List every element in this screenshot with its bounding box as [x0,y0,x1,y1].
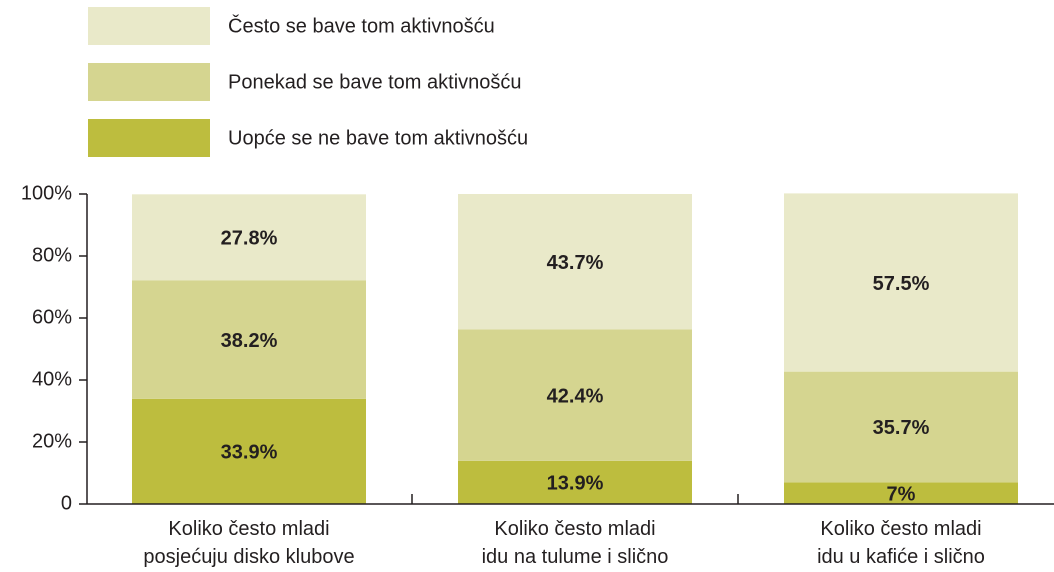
bar-segment [784,482,1018,504]
y-tick-label: 80% [32,244,72,266]
data-label: 43.7% [547,252,604,274]
data-label: 42.4% [547,385,604,407]
legend-label: Ponekad se bave tom aktivnošću [228,71,522,93]
bar-segment [132,280,366,399]
bar-segment [784,371,1018,483]
x-tick-label: Koliko često mladi idu na tulume i slično [482,518,669,568]
y-tick-label: 0 [61,492,72,514]
data-label: 7% [887,483,916,505]
data-label: 57.5% [873,273,930,295]
y-tick-label: 20% [32,430,72,452]
bar-segment [132,194,366,281]
bar-segment [458,329,692,461]
legend-swatch [88,7,210,45]
legend-label: Često se bave tom aktivnošću [228,14,495,37]
legend-swatch [88,63,210,101]
y-tick-label: 100% [21,182,72,204]
legend-label: Uopće se ne bave tom aktivnošću [228,127,528,149]
data-label: 13.9% [547,473,604,495]
y-tick-label: 40% [32,368,72,390]
data-label: 35.7% [873,417,930,439]
legend-swatch [88,119,210,157]
x-tick-label: Koliko često mladi posjećuju disko klubov… [143,518,354,568]
data-label: 27.8% [221,228,278,250]
data-label: 38.2% [221,330,278,352]
bar-segment [458,460,692,504]
y-tick-label: 60% [32,306,72,328]
x-tick-label: Koliko često mladi idu u kafiće i slično [817,518,985,568]
data-label: 33.9% [221,442,278,464]
bar-segment [132,398,366,504]
bar-segment [784,193,1018,372]
bar-segment [458,194,692,330]
